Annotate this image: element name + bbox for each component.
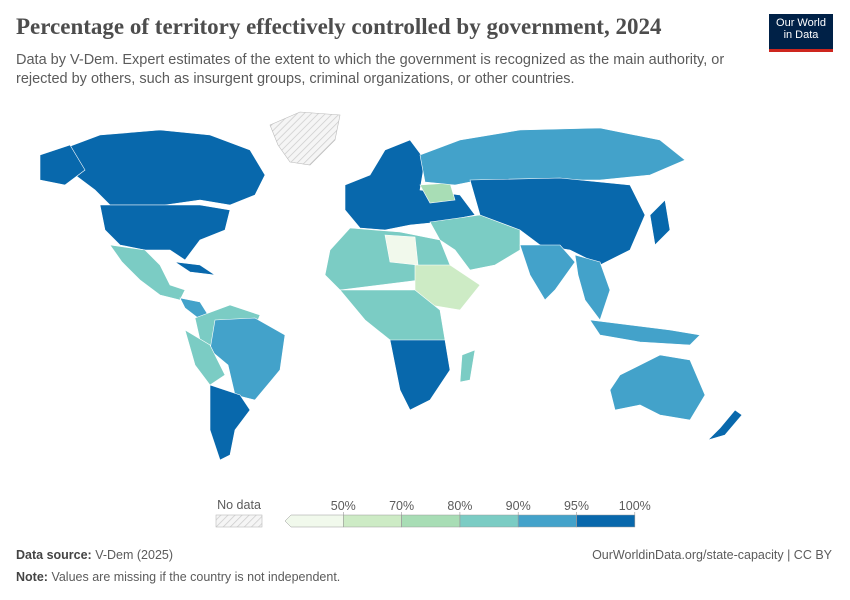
legend-tick-label: 90% bbox=[506, 499, 531, 513]
legend-tick-label: 50% bbox=[331, 499, 356, 513]
legend-tick-label: 70% bbox=[389, 499, 414, 513]
source-label: Data source: bbox=[16, 548, 92, 562]
no-data-swatch bbox=[215, 514, 263, 528]
legend-swatch bbox=[401, 514, 461, 528]
argentina bbox=[209, 384, 251, 461]
canada bbox=[59, 129, 266, 206]
andes bbox=[184, 329, 226, 386]
se-asia bbox=[574, 254, 611, 321]
caribbean bbox=[174, 261, 216, 276]
legend-swatch bbox=[517, 514, 577, 528]
madagascar bbox=[459, 349, 476, 383]
url[interactable]: OurWorldinData.org/state-capacity | CC B… bbox=[592, 548, 832, 562]
russia bbox=[419, 127, 686, 186]
legend-tick-label: 80% bbox=[447, 499, 472, 513]
countries bbox=[39, 111, 743, 461]
mexico bbox=[109, 244, 186, 301]
logo-line: in Data bbox=[783, 29, 819, 41]
indonesia bbox=[589, 319, 701, 346]
legend-swatch bbox=[343, 514, 402, 528]
subtitle: Data by V-Dem. Expert estimates of the e… bbox=[16, 52, 725, 87]
source-text[interactable]: V-Dem (2025) bbox=[95, 548, 174, 562]
new-zealand bbox=[707, 409, 743, 441]
legend-swatch bbox=[576, 514, 636, 528]
africa-south bbox=[389, 339, 451, 411]
title: Percentage of territory effectively cont… bbox=[16, 14, 662, 39]
brazil bbox=[209, 317, 286, 401]
japan bbox=[649, 199, 671, 246]
legend-tick-label: 95% bbox=[564, 499, 589, 513]
logo-line: Our World bbox=[776, 17, 826, 29]
note-label: Note: bbox=[16, 570, 48, 584]
no-data-label: No data bbox=[217, 498, 261, 512]
legend-tick-label: 100% bbox=[619, 499, 651, 513]
note: Note: Values are missing if the country … bbox=[16, 570, 340, 584]
alaska bbox=[39, 144, 86, 186]
legend-swatch bbox=[459, 514, 519, 528]
legend-swatch bbox=[284, 514, 344, 528]
source: Data source: V-Dem (2025) bbox=[16, 548, 173, 562]
libya bbox=[384, 234, 419, 266]
greenland bbox=[269, 111, 341, 166]
legend: 50% 70% 80% 90% 95% 100% bbox=[284, 499, 651, 528]
india bbox=[519, 244, 576, 301]
usa bbox=[99, 204, 231, 261]
australia bbox=[609, 354, 706, 421]
logo[interactable]: Our World in Data bbox=[769, 14, 833, 52]
note-text: Values are missing if the country is not… bbox=[51, 570, 341, 584]
europe bbox=[344, 139, 476, 231]
